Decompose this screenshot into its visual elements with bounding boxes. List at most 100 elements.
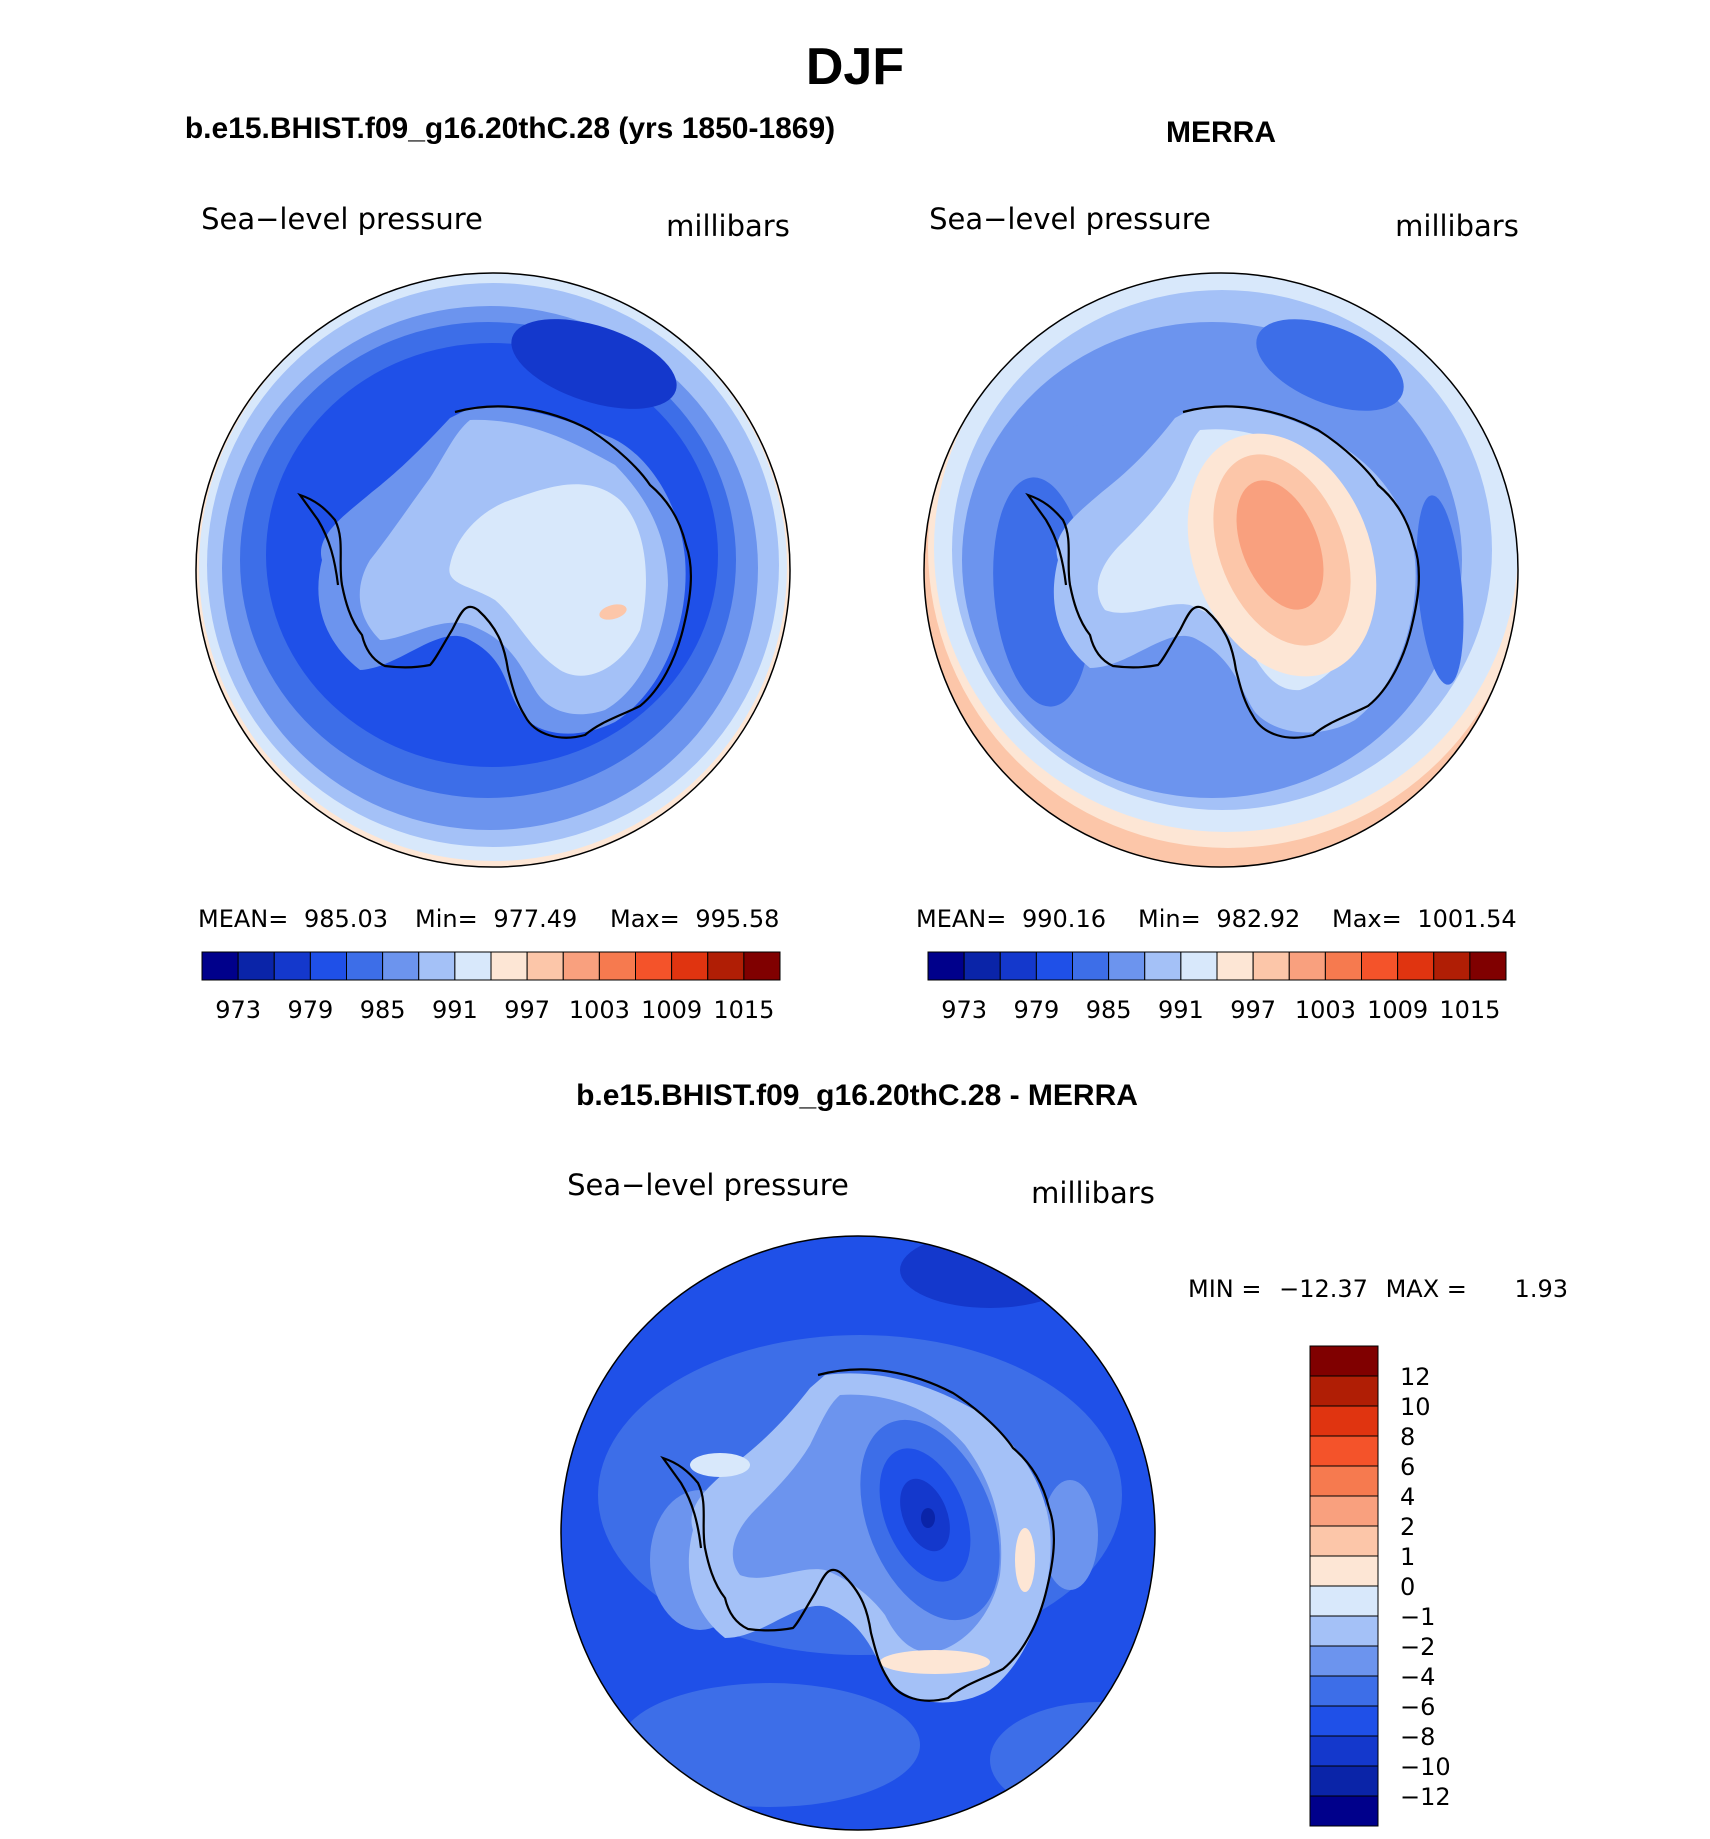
colorbar-2-swatch-8 (1216, 951, 1254, 981)
colorbar-3-swatch-0 (1309, 1345, 1379, 1377)
colorbar-3-swatch-15 (1309, 1795, 1379, 1827)
panel-1-min-label: Min= (415, 905, 478, 933)
map-3-south-band (620, 1683, 920, 1807)
colorbar-1-swatch-8 (490, 951, 528, 981)
colorbar-2-swatch-1 (963, 951, 1001, 981)
colorbar-3-swatch-3 (1309, 1435, 1379, 1467)
panel-3-min-value: −12.37 (1279, 1275, 1368, 1303)
colorbar-1-swatch-7 (454, 951, 492, 981)
map-2-low-north (1256, 319, 1404, 411)
colorbar-2-swatch-9 (1252, 951, 1290, 981)
colorbar-2-tick-label: 1003 (1295, 996, 1356, 1024)
panel-3-units: millibars (1031, 1176, 1155, 1210)
colorbar-2-tick-label: 1009 (1367, 996, 1428, 1024)
colorbar-3-swatch-10 (1309, 1645, 1379, 1677)
svg-text:Min= 977.49: Min= 977.49 (415, 905, 577, 933)
colorbar-3-swatch-2 (1309, 1405, 1379, 1437)
colorbar-3-swatch-14 (1309, 1765, 1379, 1797)
panel-1-colorbar: 973 979 985 991 997 1003 1009 1015 (201, 951, 781, 1024)
colorbar-1-swatch-1 (237, 951, 275, 981)
colorbar-3-swatch-9 (1309, 1615, 1379, 1647)
colorbar-2-tick-label: 991 (1158, 996, 1204, 1024)
colorbar-2-swatch-5 (1108, 951, 1146, 981)
map-2-boundary (923, 272, 1519, 868)
colorbar-1-tick-label: 973 (215, 996, 261, 1024)
colorbar-2-tick-label: 997 (1230, 996, 1276, 1024)
colorbar-1-tick-label: 1009 (641, 996, 702, 1024)
colorbar-1-swatch-0 (201, 951, 239, 981)
panel-2-units: millibars (1395, 209, 1519, 243)
colorbar-3-tick-label: −1 (1400, 1603, 1435, 1631)
panel-1-map (196, 273, 790, 867)
colorbar-3-tick-label: 10 (1400, 1393, 1431, 1421)
colorbar-3-swatch-6 (1309, 1525, 1379, 1557)
colorbar-1-tick-label: 979 (287, 996, 333, 1024)
colorbar-1-swatch-11 (598, 951, 636, 981)
colorbar-1-swatch-3 (309, 951, 347, 981)
colorbar-2-swatch-3 (1035, 951, 1073, 981)
colorbar-1-swatch-10 (562, 951, 600, 981)
map-3-boundary (560, 1235, 1156, 1831)
colorbar-2-swatch-6 (1144, 951, 1182, 981)
colorbar-1-swatch-13 (671, 951, 709, 981)
figure-title: DJF (806, 38, 904, 96)
colorbar-1-swatch-5 (382, 951, 420, 981)
colorbar-3-tick-label: 0 (1400, 1573, 1415, 1601)
map-3-south-coast-positive (880, 1650, 990, 1674)
colorbar-1-tick-label: 1003 (569, 996, 630, 1024)
panel-2-title: MERRA (1166, 116, 1276, 149)
colorbar-1-swatch-14 (707, 951, 745, 981)
panel-merra: MERRA Sea−level pressure millibars MEAN=… (916, 116, 1519, 1024)
colorbar-3-tick-label: −4 (1400, 1663, 1435, 1691)
panel-1-mean-value: 985.03 (304, 905, 388, 933)
svg-text:MEAN= 985.03: MEAN= 985.03 (198, 905, 388, 933)
colorbar-3-swatch-1 (1309, 1375, 1379, 1407)
colorbar-3-tick-label: −10 (1400, 1753, 1451, 1781)
panel-3-title: b.e15.BHIST.f09_g16.20thC.28 - MERRA (576, 1079, 1138, 1112)
colorbar-2-tick-label: 973 (941, 996, 987, 1024)
colorbar-2-swatch-13 (1397, 951, 1435, 981)
colorbar-3-swatch-4 (1309, 1465, 1379, 1497)
panel-3-map (561, 1236, 1155, 1830)
colorbar-1-tick-label: 997 (504, 996, 550, 1024)
colorbar-3-tick-label: 6 (1400, 1453, 1415, 1481)
colorbar-3-tick-label: 12 (1400, 1363, 1431, 1391)
colorbar-3-swatch-7 (1309, 1555, 1379, 1587)
map-2-low-small (1052, 424, 1128, 476)
map-3-east-coast-positive (1015, 1528, 1035, 1592)
colorbar-3-tick-label: −2 (1400, 1633, 1435, 1661)
colorbar-2-swatch-12 (1361, 951, 1399, 981)
svg-text:Min= 982.92: Min= 982.92 (1138, 905, 1300, 933)
map-3-south-east-band (990, 1702, 1155, 1818)
map-1-coastline (297, 405, 693, 739)
colorbar-3-swatch-12 (1309, 1705, 1379, 1737)
panel-2-mean-value: 990.16 (1022, 905, 1106, 933)
colorbar-2-swatch-4 (1072, 951, 1110, 981)
panel-difference: b.e15.BHIST.f09_g16.20thC.28 - MERRA Sea… (560, 1079, 1568, 1831)
colorbar-3-tick-label: 4 (1400, 1483, 1415, 1511)
colorbar-2-swatch-2 (999, 951, 1037, 981)
colorbar-1-tick-label: 991 (432, 996, 478, 1024)
colorbar-3-swatch-8 (1309, 1585, 1379, 1617)
panel-1-units: millibars (666, 209, 790, 243)
svg-text:Max= 1001.54: Max= 1001.54 (1332, 905, 1517, 933)
panel-3-max-value: 1.93 (1515, 1275, 1568, 1303)
panel-2-min-label: Min= (1138, 905, 1201, 933)
colorbar-3-tick-label: 8 (1400, 1423, 1415, 1451)
colorbar-1-swatch-2 (273, 951, 311, 981)
colorbar-3-swatch-11 (1309, 1675, 1379, 1707)
map-1-boundary (195, 272, 791, 868)
map-3-east-band (1042, 1480, 1098, 1590)
colorbar-1-swatch-9 (526, 951, 564, 981)
colorbar-2-swatch-14 (1433, 951, 1471, 981)
panel-1-mean-label: MEAN= (198, 905, 288, 933)
colorbar-2-tick-label: 979 (1013, 996, 1059, 1024)
colorbar-2-swatch-10 (1288, 951, 1326, 981)
map-2-low-east (1416, 495, 1464, 685)
colorbar-2-swatch-0 (927, 951, 965, 981)
colorbar-3-tick-label: −8 (1400, 1723, 1435, 1751)
panel-2-max-label: Max= (1332, 905, 1402, 933)
panel-1-variable: Sea−level pressure (201, 202, 483, 236)
colorbar-3-tick-label: −6 (1400, 1693, 1435, 1721)
panel-1-max-label: Max= (610, 905, 680, 933)
